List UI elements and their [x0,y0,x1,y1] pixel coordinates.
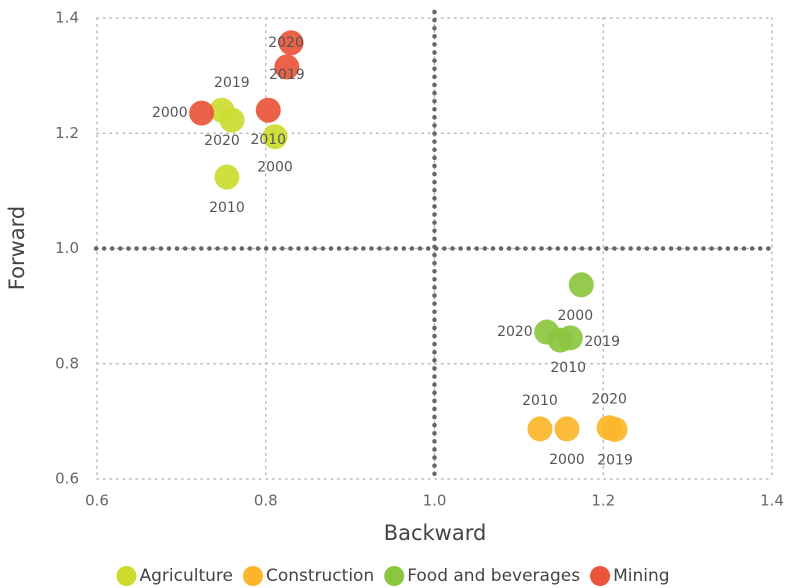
legend-swatch [590,566,611,586]
x-tick-label: 1.0 [423,492,447,510]
x-tick-label: 0.8 [254,492,278,510]
point-label: 2010 [550,360,586,376]
legend: Agriculture Construction Food and beverage… [116,566,670,586]
point-label: 2020 [591,392,627,408]
x-tick-label: 0.6 [85,492,109,510]
point [219,107,245,133]
point [274,54,300,80]
point [214,164,240,190]
point-label: 2019 [597,452,633,468]
point-label: 2000 [152,105,188,121]
point [568,272,594,298]
point-label: 2000 [549,452,585,468]
legend-swatch [242,566,263,586]
y-tick-label: 1.4 [55,9,79,27]
point-label: 2000 [257,160,293,176]
y-axis-title: Forward [5,206,29,290]
y-tick-label: 0.6 [55,470,79,488]
x-tick-label: 1.2 [591,492,615,510]
point [189,100,215,126]
legend-label: Mining [613,566,669,586]
y-tick-label: 1.2 [55,124,79,142]
point-label: 2010 [209,200,245,216]
x-tick-label: 1.4 [760,492,784,510]
legend-swatch [116,566,137,586]
point-label: 2019 [584,334,620,350]
point-label: 2019 [269,67,305,83]
point-label: 2010 [250,132,286,148]
legend-label: Construction [266,566,374,586]
legend-label: Agriculture [139,566,233,586]
y-tick-label: 0.8 [55,354,79,372]
legend-swatch [384,566,405,586]
point-label: 2010 [522,393,558,409]
point [527,416,553,442]
point [255,97,281,123]
y-tick-label: 1.0 [55,239,79,257]
point [557,325,583,351]
point [278,30,304,56]
point-label: 2019 [214,75,250,91]
point-label: 2020 [268,35,304,51]
point [554,416,580,442]
point-label: 2000 [557,308,593,324]
x-axis-title: Backward [384,521,487,545]
point [596,415,622,441]
point-label: 2020 [497,324,533,340]
point [262,124,288,150]
legend-label: Food and beverages [407,566,580,586]
point [534,319,560,345]
point-label: 2020 [204,133,240,149]
